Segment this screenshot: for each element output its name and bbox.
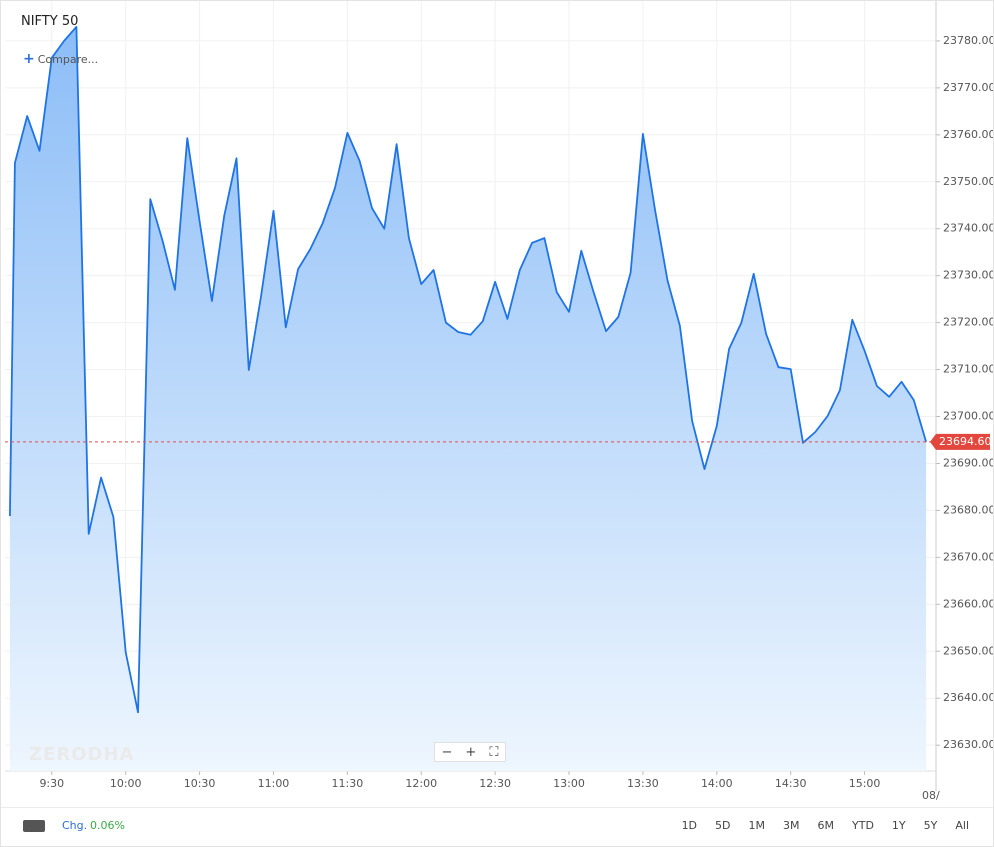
x-tick-label: 13:00	[553, 777, 585, 790]
range-button[interactable]: 3M	[783, 819, 800, 832]
y-tick-label: 23720.00	[943, 316, 993, 329]
y-tick-label: 23730.00	[943, 269, 993, 282]
change-label: Chg.	[62, 819, 88, 832]
last-price-label: 23694.60	[939, 435, 992, 448]
zoom-controls[interactable]: − + ⛶	[434, 742, 506, 762]
plot-clip	[9, 25, 927, 771]
y-tick-label: 23650.00	[943, 644, 993, 657]
range-button[interactable]: 1Y	[891, 819, 906, 832]
range-buttons: 1D 5D 1M 3M 6M YTD 1Y 5Y All	[682, 819, 969, 832]
y-tick-label: 23670.00	[943, 550, 993, 563]
x-tick-label: 14:00	[701, 777, 733, 790]
x-tick-label: 13:30	[627, 777, 659, 790]
x-tick-label: 15:00	[849, 777, 881, 790]
zoom-in[interactable]: +	[465, 744, 477, 760]
y-tick-label: 23740.00	[943, 222, 993, 235]
range-button[interactable]: YTD	[852, 819, 874, 832]
compare-button[interactable]: + Compare...	[23, 51, 99, 67]
price-line	[9, 25, 927, 714]
y-tick-label: 23710.00	[943, 363, 993, 376]
y-tick-label: 23760.00	[943, 128, 993, 141]
y-tick-label: 23640.00	[943, 691, 993, 704]
range-button[interactable]: 1M	[748, 819, 766, 832]
change-value: 0.06%	[90, 819, 125, 832]
compare-label[interactable]: Compare...	[37, 53, 99, 66]
area-fill	[9, 26, 927, 771]
instrument-title: NIFTY 50	[21, 14, 79, 29]
x-tick-label: 14:30	[775, 777, 807, 790]
y-tick-label: 23680.00	[943, 503, 993, 516]
y-tick-label: 23630.00	[943, 738, 993, 751]
fullscreen[interactable]: ⛶	[489, 744, 499, 760]
y-tick-label: 23660.00	[943, 597, 993, 610]
y-tick-label: 23780.00	[943, 34, 993, 47]
zoom-out[interactable]: −	[441, 744, 453, 760]
range-button[interactable]: All	[955, 819, 969, 832]
watermark: ZERODHA	[29, 744, 135, 765]
y-tick-label: 23750.00	[943, 175, 993, 188]
x-tick-label: 9:30	[39, 777, 64, 790]
y-tick-label: 23700.00	[943, 410, 993, 423]
last-price-tag	[930, 433, 990, 450]
x-tick-label: 10:30	[184, 777, 216, 790]
date-fragment: 08/	[922, 789, 940, 802]
bottom-bar: Chg. 0.06% 1D 5D 1M 3M 6M YTD 1Y 5Y All	[1, 807, 993, 847]
x-tick-label: 12:30	[479, 777, 511, 790]
range-button[interactable]: 5Y	[923, 819, 938, 832]
x-tick-label: 11:30	[332, 777, 364, 790]
range-button[interactable]: 6M	[817, 819, 835, 832]
y-tick-label: 23770.00	[943, 81, 993, 94]
chart: 23630.00 23640.00 23650.00 23660.00 23670.00…	[5, 1, 993, 802]
keyboard-icon[interactable]	[23, 820, 45, 832]
range-button[interactable]: 1D	[681, 819, 698, 832]
x-tick-label: 12:00	[405, 777, 437, 790]
y-tick-label: 23690.00	[943, 456, 993, 469]
range-button[interactable]: 5D	[715, 819, 731, 832]
x-tick-label: 10:00	[110, 777, 142, 790]
x-tick-label: 11:00	[258, 777, 290, 790]
